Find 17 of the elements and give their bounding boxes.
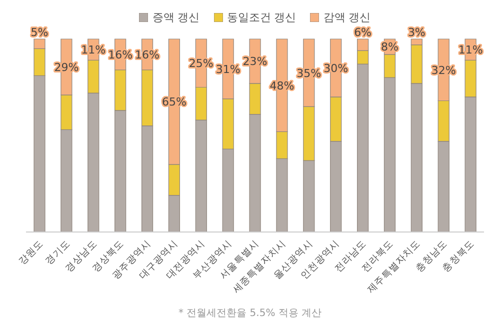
- data-label: 25%: [188, 57, 214, 70]
- data-label: 29%: [54, 60, 79, 74]
- data-label: 32%: [431, 64, 456, 77]
- data-label: 11%: [458, 44, 483, 57]
- data-label: 5%: [30, 26, 48, 39]
- legend-label: 동일조건 갱신: [226, 10, 296, 25]
- legend-label: 증액 갱신: [152, 10, 200, 25]
- data-label: 23%: [242, 55, 268, 68]
- data-label: 30%: [324, 62, 348, 75]
- text: * 전월세전환율 5.5% 적용 계산: [177, 307, 323, 320]
- data-label: 31%: [216, 62, 240, 76]
- data-label: 35%: [296, 66, 322, 80]
- legend-label: 감액 갱신: [323, 10, 371, 25]
- data-label: 48%: [270, 79, 294, 92]
- data-label: 3%: [408, 26, 426, 39]
- data-label: 6%: [354, 26, 372, 39]
- data-label: 11%: [81, 44, 106, 57]
